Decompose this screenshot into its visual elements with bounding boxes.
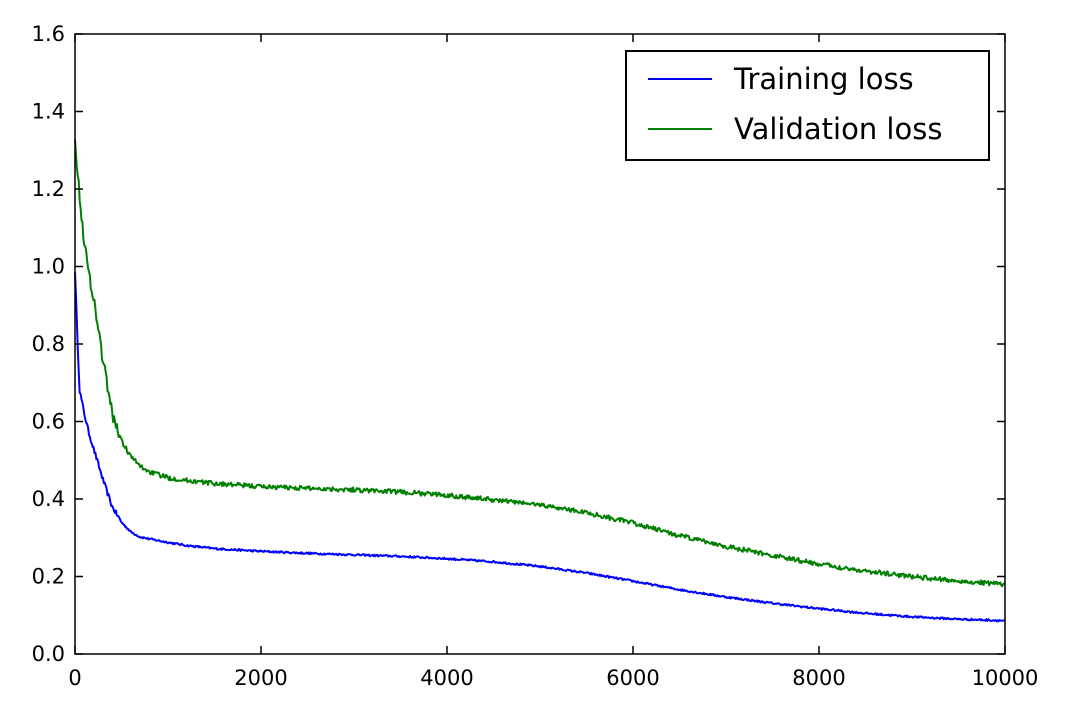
ticks-layer [74, 33, 1006, 655]
x-tick-label: 4000 [420, 666, 473, 690]
x-tick-label: 8000 [792, 666, 845, 690]
legend-label-validation-loss: Validation loss [734, 112, 942, 146]
legend-box [625, 50, 990, 161]
y-tick-label: 1.0 [32, 255, 65, 279]
y-tick-label: 1.2 [32, 177, 65, 201]
y-tick-label: 0.8 [32, 332, 65, 356]
x-tick-label: 10000 [972, 666, 1039, 690]
y-tick-label: 0.0 [32, 642, 65, 666]
y-tick-label: 0.2 [32, 565, 65, 589]
series-layer [74, 139, 1006, 623]
legend: Training loss Validation loss [625, 50, 990, 161]
series-line-validation-loss [74, 139, 1006, 588]
y-tick-label: 0.6 [32, 410, 65, 434]
x-tick-label: 6000 [606, 666, 659, 690]
legend-label-training-loss: Training loss [733, 62, 914, 96]
y-tick-label: 0.4 [32, 487, 65, 511]
tick-labels-layer: 0 2000 4000 6000 8000 10000 0.0 0.2 0.4 0.6 0.8 1.0… [32, 22, 1039, 690]
x-tick-label: 2000 [234, 666, 287, 690]
y-tick-label: 1.6 [32, 22, 65, 46]
y-tick-label: 1.4 [32, 100, 65, 124]
series-line-training-loss [74, 272, 1006, 623]
x-tick-label: 0 [68, 666, 81, 690]
